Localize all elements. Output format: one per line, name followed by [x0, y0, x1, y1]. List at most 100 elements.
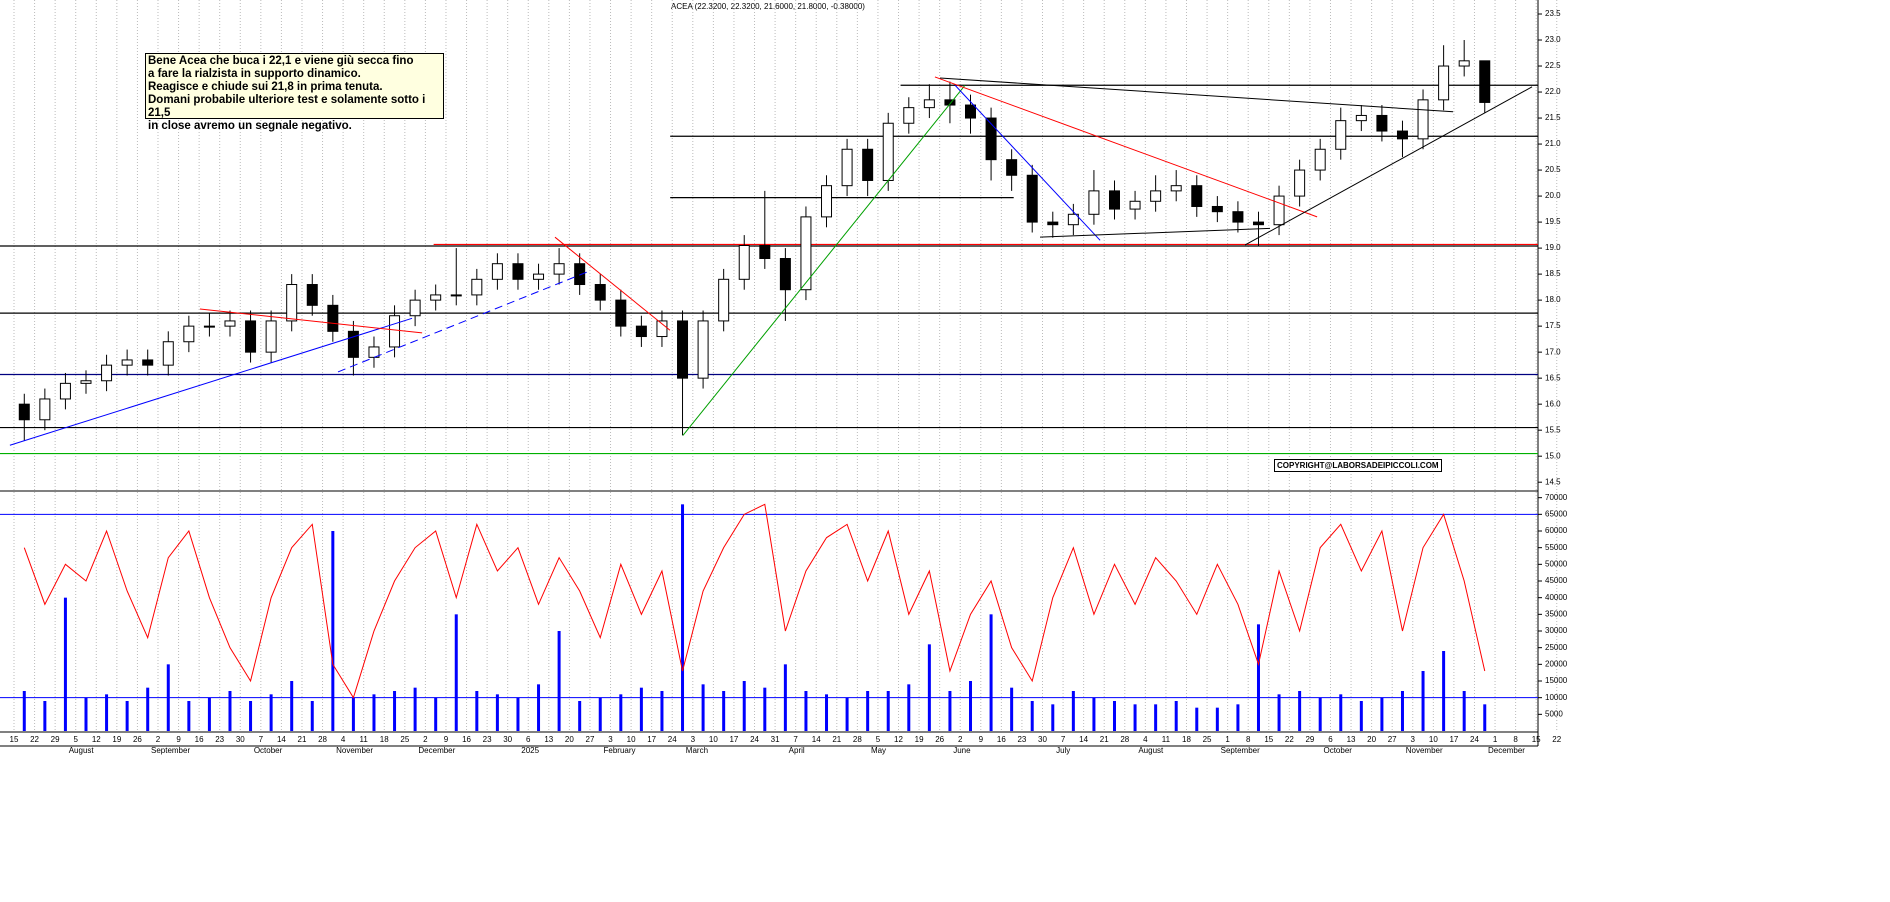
- volume-bar: [1071, 691, 1075, 731]
- volume-bar: [63, 597, 67, 731]
- x-tick-label: 13: [1347, 735, 1356, 744]
- x-tick-label: 5: [876, 735, 881, 744]
- volume-bar: [351, 697, 355, 731]
- volume-bar: [783, 664, 787, 731]
- candle-body: [265, 320, 277, 353]
- volume-bar: [948, 691, 952, 731]
- volume-bar: [310, 701, 314, 731]
- candle-body: [677, 320, 689, 379]
- y-tick-label: 19.5: [1545, 217, 1561, 226]
- x-tick-label: 3: [691, 735, 696, 744]
- x-tick-label: 14: [277, 735, 286, 744]
- candle-body: [183, 325, 195, 343]
- volume-bar: [1051, 704, 1055, 731]
- volume-bar: [105, 694, 109, 731]
- candle-body: [162, 341, 174, 366]
- x-tick-label: 17: [647, 735, 656, 744]
- x-tick-label: 10: [627, 735, 636, 744]
- month-label: March: [686, 746, 708, 755]
- candle-body: [59, 382, 71, 400]
- volume-bar: [578, 701, 582, 731]
- volume-bar: [1030, 701, 1034, 731]
- x-tick-label: 24: [750, 735, 759, 744]
- volume-bar: [187, 701, 191, 731]
- x-tick-label: 18: [1182, 735, 1191, 744]
- x-tick-label: 10: [1429, 735, 1438, 744]
- month-label: December: [1488, 746, 1525, 755]
- candle-body: [656, 320, 668, 338]
- volume-bar: [1359, 701, 1363, 731]
- trend-line: [9, 317, 413, 446]
- x-tick-label: 28: [318, 735, 327, 744]
- month-label: December: [418, 746, 455, 755]
- volume-bar: [269, 694, 273, 731]
- candle-body: [1417, 99, 1429, 140]
- volume-bar: [989, 614, 993, 731]
- volume-bar: [927, 644, 931, 731]
- volume-bar: [1400, 691, 1404, 731]
- volume-bar: [701, 684, 705, 731]
- volume-bar: [1421, 671, 1425, 731]
- volume-bar: [742, 681, 746, 731]
- y-tick-label: 17.0: [1545, 347, 1561, 356]
- candle-body: [1438, 65, 1450, 101]
- x-tick-label: 1: [1493, 735, 1498, 744]
- volume-bar: [845, 697, 849, 731]
- x-tick-label: 27: [1388, 735, 1397, 744]
- y-tick-label: 17.5: [1545, 321, 1561, 330]
- volume-bar: [763, 687, 767, 731]
- volume-bar: [1256, 624, 1260, 731]
- x-tick-label: 19: [915, 735, 924, 744]
- candle-body: [738, 245, 750, 280]
- candle-body: [1150, 190, 1162, 202]
- x-tick-label: 11: [360, 735, 369, 744]
- candle-body: [1129, 200, 1141, 210]
- candle-body: [224, 320, 236, 327]
- x-tick-label: 10: [709, 735, 718, 744]
- candle-body: [697, 320, 709, 379]
- volume-bar: [660, 691, 664, 731]
- month-label: 2025: [521, 746, 539, 755]
- candle-body: [759, 245, 771, 260]
- x-tick-label: 23: [1017, 735, 1026, 744]
- y-tick-label: 16.5: [1545, 373, 1561, 382]
- candle-body: [862, 148, 874, 181]
- x-tick-label: 16: [195, 735, 204, 744]
- y-tick-label: 22.0: [1545, 87, 1561, 96]
- y-tick-label: 35000: [1545, 609, 1568, 618]
- y-tick-label: 25000: [1545, 643, 1568, 652]
- oscillator-line: [23, 503, 1486, 699]
- volume-bar: [619, 694, 623, 731]
- volume-bar: [331, 531, 335, 731]
- volume-bar: [1318, 697, 1322, 731]
- volume-bar: [393, 691, 397, 731]
- y-tick-label: 20.0: [1545, 191, 1561, 200]
- x-tick-label: 19: [112, 735, 121, 744]
- y-tick-label: 5000: [1545, 709, 1563, 718]
- x-tick-label: 18: [380, 735, 389, 744]
- candle-body: [1294, 169, 1306, 197]
- x-tick-label: 9: [444, 735, 449, 744]
- y-tick-label: 23.5: [1545, 9, 1561, 18]
- x-tick-label: 30: [236, 735, 245, 744]
- y-tick-label: 18.5: [1545, 269, 1561, 278]
- x-tick-label: 23: [483, 735, 492, 744]
- trend-line: [337, 271, 588, 373]
- volume-bar: [434, 697, 438, 731]
- candle-body: [121, 359, 133, 366]
- candle-body: [1458, 60, 1470, 67]
- x-tick-label: 8: [1246, 735, 1251, 744]
- candle-body: [923, 99, 935, 109]
- volume-bar: [1154, 704, 1158, 731]
- x-tick-label: 2: [423, 735, 428, 744]
- candle-body: [553, 263, 565, 275]
- x-tick-label: 3: [608, 735, 613, 744]
- x-tick-label: 21: [1100, 735, 1109, 744]
- annotation-line: Domani probabile ulteriore test e solame…: [148, 94, 426, 119]
- volume-bar: [537, 684, 541, 731]
- x-tick-label: 14: [812, 735, 821, 744]
- x-tick-label: 15: [10, 735, 19, 744]
- annotation-line: a fare la rialzista in supporto dinamico…: [148, 68, 361, 80]
- candle-body: [615, 299, 627, 327]
- x-tick-label: 23: [215, 735, 224, 744]
